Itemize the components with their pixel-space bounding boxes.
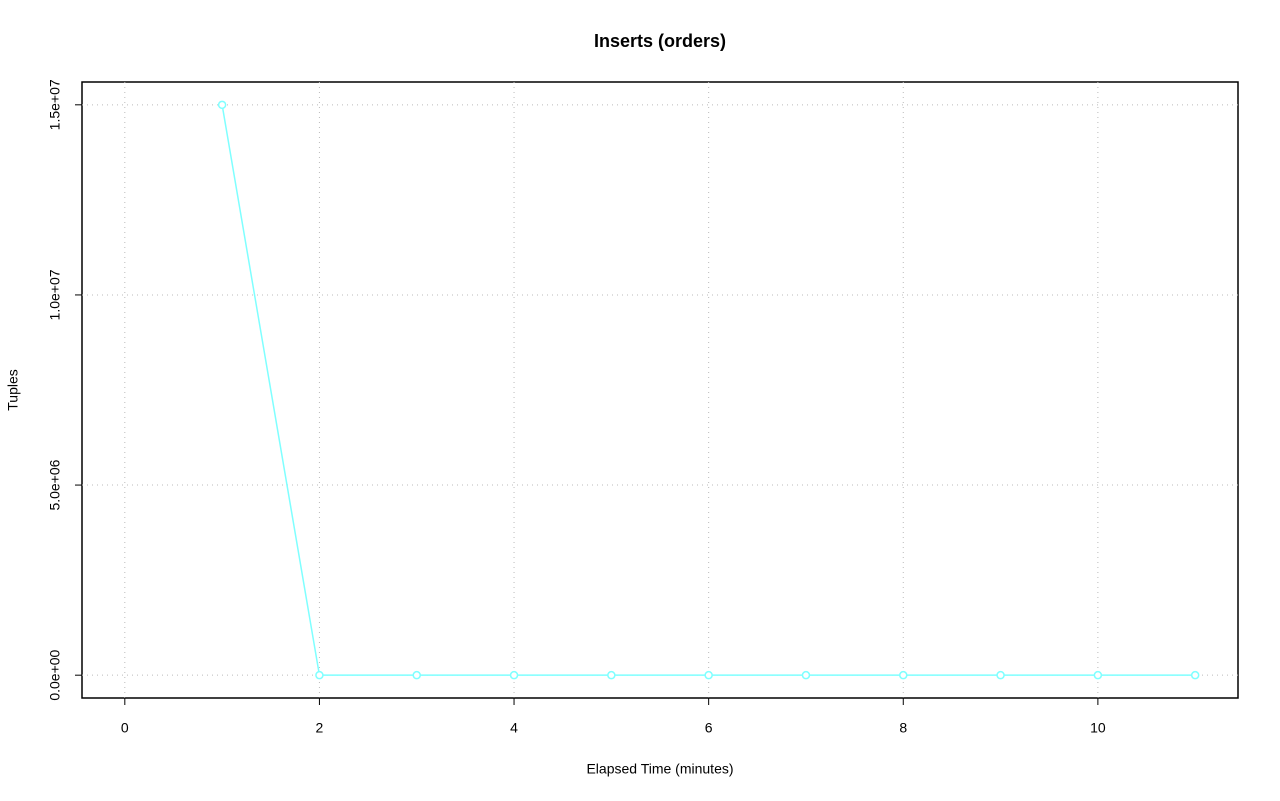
data-point — [315, 670, 324, 680]
y-tick-label: 5.0e+06 — [47, 459, 63, 510]
x-axis-title: Elapsed Time (minutes) — [586, 761, 733, 777]
x-tick-label: 2 — [316, 720, 324, 736]
data-point — [996, 670, 1005, 680]
data-point — [607, 670, 616, 680]
data-point — [704, 670, 713, 680]
y-tick-label: 0.0e+00 — [47, 649, 63, 700]
x-tick-label: 8 — [899, 720, 907, 736]
y-tick-label: 1.5e+07 — [47, 79, 63, 130]
data-point — [509, 670, 519, 680]
x-tick-label: 0 — [121, 720, 129, 736]
y-axis-title: Tuples — [5, 369, 21, 411]
x-tick-label: 6 — [705, 720, 713, 736]
plot-frame — [81, 81, 1239, 699]
x-tick-label: 4 — [510, 720, 518, 736]
data-point — [801, 670, 811, 680]
data-point — [1190, 670, 1200, 680]
data-point — [899, 670, 908, 680]
data-line — [221, 104, 1196, 676]
chart-title: Inserts (orders) — [594, 31, 726, 51]
data-point — [412, 670, 421, 680]
data-point — [1093, 670, 1103, 680]
x-tick-label: 10 — [1090, 720, 1106, 736]
y-tick-label: 1.0e+07 — [47, 269, 63, 320]
data-point — [217, 100, 227, 110]
